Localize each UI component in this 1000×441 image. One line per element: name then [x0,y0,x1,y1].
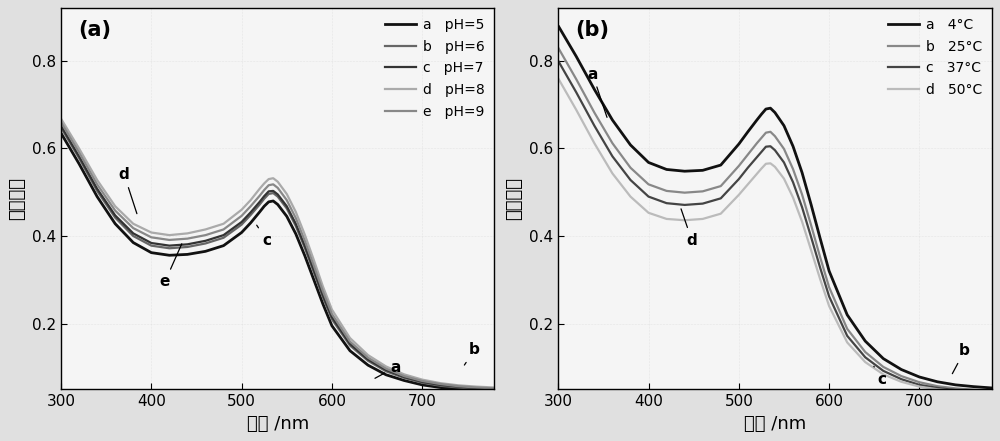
Y-axis label: 吸收强度: 吸收强度 [506,177,524,220]
Text: d: d [681,209,697,248]
Text: (b): (b) [576,20,610,40]
Y-axis label: 吸收强度: 吸收强度 [8,177,26,220]
Text: c: c [874,366,886,387]
Text: a: a [375,360,400,378]
X-axis label: 波长 /nm: 波长 /nm [247,415,309,433]
Text: b: b [952,343,970,374]
Text: d: d [119,167,137,213]
Text: a: a [587,67,607,117]
Text: c: c [257,225,271,248]
Text: b: b [464,342,480,365]
Text: e: e [160,244,182,289]
Legend: a   4°C, b   25°C, c   37°C, d   50°C: a 4°C, b 25°C, c 37°C, d 50°C [885,15,985,100]
X-axis label: 波长 /nm: 波长 /nm [744,415,806,433]
Legend: a   pH=5, b   pH=6, c   pH=7, d   pH=8, e   pH=9: a pH=5, b pH=6, c pH=7, d pH=8, e pH=9 [383,15,488,121]
Text: (a): (a) [78,20,111,40]
